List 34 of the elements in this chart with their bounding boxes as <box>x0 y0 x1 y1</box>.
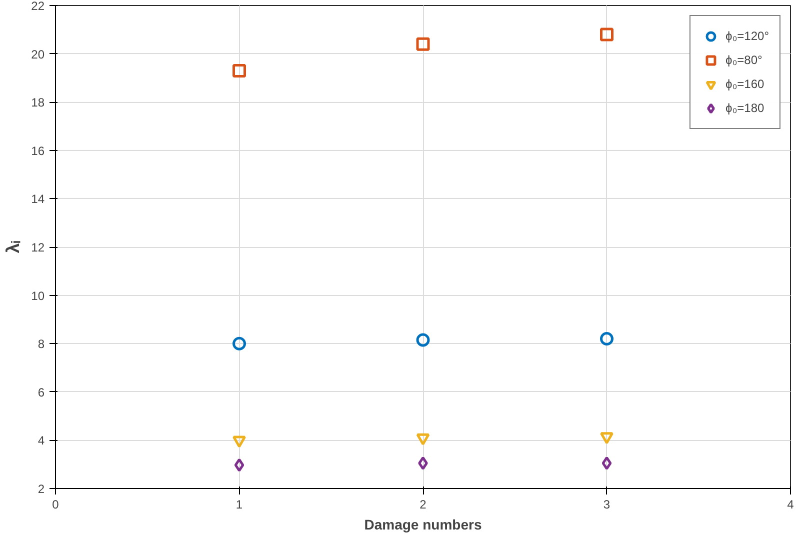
point <box>600 28 614 42</box>
x-tick-label: 0 <box>52 498 60 512</box>
point <box>416 37 430 51</box>
y-tick-label: 2 <box>38 482 45 496</box>
x-tick-label: 1 <box>236 498 243 512</box>
x-tick-label: 4 <box>787 498 794 512</box>
y-tick-label: 12 <box>31 240 45 254</box>
y-axis-title: λᵢ <box>3 240 24 254</box>
point <box>232 64 246 78</box>
x-axis-title: Damage numbers <box>364 516 482 532</box>
legend-label: ϕ₀=120° <box>725 29 769 43</box>
point <box>416 333 430 347</box>
point <box>600 432 614 444</box>
y-tick-label: 22 <box>31 0 45 13</box>
y-tick-label: 10 <box>31 288 45 303</box>
point <box>232 336 246 350</box>
point <box>234 458 244 472</box>
legend-label: ϕ₀=80° <box>725 53 762 67</box>
y-tick-label: 16 <box>31 144 45 158</box>
y-tick-label: 8 <box>38 337 45 352</box>
y-tick-label: 4 <box>38 434 45 448</box>
legend-label: ϕ₀=160 <box>725 77 764 91</box>
point <box>416 433 430 446</box>
y-tick-label: 14 <box>31 192 45 206</box>
y-tick-label: 20 <box>31 47 45 62</box>
x-tick-label: 3 <box>603 498 610 512</box>
y-tick-label: 6 <box>38 385 45 400</box>
point <box>232 436 246 448</box>
point <box>602 456 612 470</box>
legend-label: ϕ₀=180 <box>725 101 764 115</box>
point <box>418 456 428 470</box>
point <box>600 332 614 346</box>
x-tick-label: 2 <box>420 498 427 512</box>
y-tick-label: 18 <box>31 96 45 110</box>
